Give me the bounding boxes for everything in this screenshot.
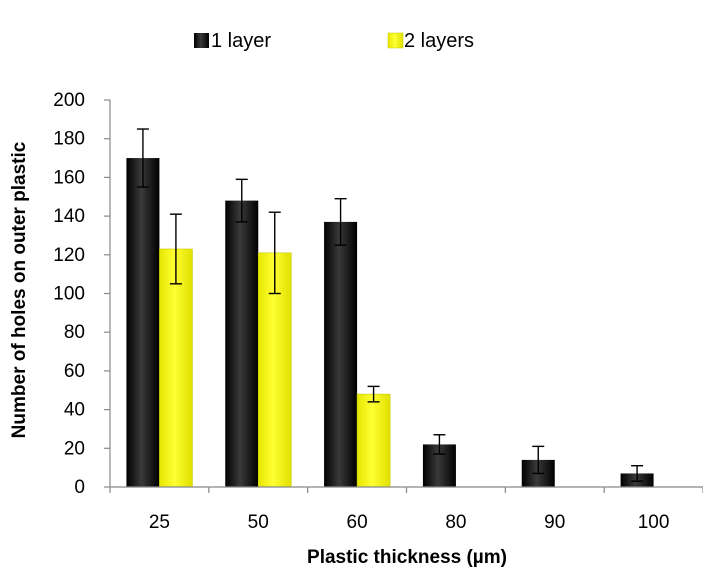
error-bar — [235, 178, 248, 223]
legend-item-1-layer: 1 layer — [194, 30, 271, 52]
bar — [126, 158, 160, 488]
x-tick-label: 80 — [445, 512, 466, 533]
error-bar — [334, 197, 347, 246]
x-tick-label: 25 — [149, 512, 170, 533]
y-tick-label: 60 — [64, 361, 85, 382]
error-bar — [367, 385, 380, 403]
bar — [225, 200, 259, 487]
y-tick-label: 100 — [53, 284, 85, 305]
x-axis-title: Plastic thickness (µm) — [307, 547, 507, 568]
legend-label-2-layers: 2 layers — [404, 30, 474, 52]
x-tick-label: 60 — [347, 512, 368, 533]
legend: 1 layer 2 layers — [194, 30, 474, 52]
y-tick-label: 120 — [53, 245, 85, 266]
y-axis-title: Number of holes on outer plastic — [9, 141, 30, 438]
error-bar — [169, 213, 182, 285]
legend-item-2-layers: 2 layers — [387, 30, 474, 52]
legend-swatch-1-layer — [194, 33, 209, 48]
y-tick-label: 140 — [53, 206, 85, 227]
x-tick-label: 50 — [248, 512, 269, 533]
error-bar — [631, 465, 644, 482]
error-bars — [136, 128, 644, 482]
bar — [356, 393, 391, 488]
error-bar — [532, 445, 545, 475]
bar — [159, 248, 193, 488]
y-tick-label: 160 — [53, 167, 85, 188]
error-bar — [268, 211, 281, 295]
legend-swatch-2-layers — [387, 32, 404, 49]
y-tick-label: 20 — [64, 438, 85, 459]
y-tick-label: 80 — [64, 322, 85, 343]
y-tick-label: 180 — [53, 129, 85, 150]
x-tick-label: 100 — [638, 512, 670, 533]
bar — [324, 221, 358, 487]
error-bar — [136, 128, 149, 188]
legend-label-1-layer: 1 layer — [211, 30, 271, 52]
y-axis-ticks: 0 20 40 60 80 100 120 140 160 180 200 — [53, 90, 110, 498]
x-axis-ticks: 25 50 60 80 90 100 — [109, 487, 703, 533]
y-tick-label: 200 — [53, 90, 85, 111]
error-bar — [433, 434, 446, 455]
bars — [126, 158, 654, 488]
y-tick-label: 40 — [64, 400, 85, 421]
x-tick-label: 90 — [544, 512, 565, 533]
y-tick-label: 0 — [74, 477, 85, 498]
